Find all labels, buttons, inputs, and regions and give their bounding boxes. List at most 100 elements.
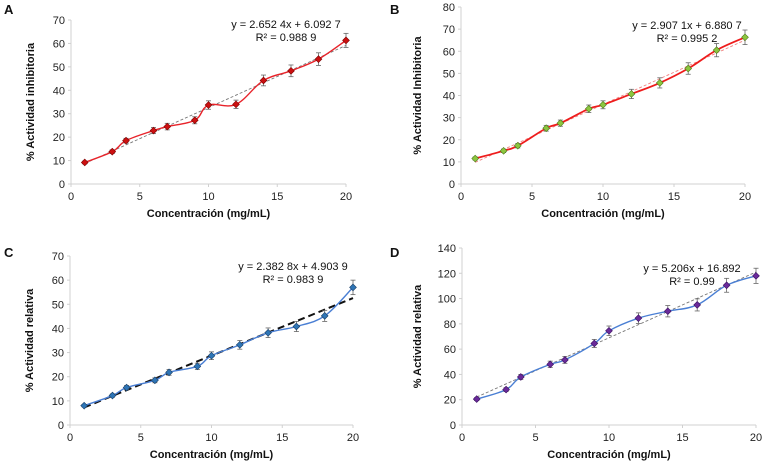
y-tick-label: 50 (52, 299, 64, 311)
x-tick-label: 5 (138, 432, 144, 444)
y-tick-label: 80 (444, 319, 456, 331)
x-tick-label: 5 (529, 191, 535, 203)
data-point (627, 90, 636, 98)
y-axis-label: % Actividad relativa (24, 288, 36, 392)
x-tick-label: 0 (458, 191, 464, 203)
data-point (590, 339, 599, 348)
y-tick-label: 40 (444, 369, 456, 381)
chart-panel-b: B 0 10 20 30 40 50 60 70 80 0 5 10 15 20 Concentración … (390, 2, 751, 220)
x-tick-label: 15 (676, 432, 688, 444)
data-point (122, 136, 130, 145)
data-point (80, 401, 88, 410)
x-tick-label: 5 (137, 191, 143, 203)
y-tick-label: 0 (449, 179, 455, 191)
data-point (516, 373, 525, 381)
r-squared-label: R² = 0.983 9 (263, 274, 324, 286)
series-line (84, 39, 347, 164)
data-point (342, 36, 350, 45)
x-tick-label: 15 (668, 191, 680, 203)
x-tick-label: 15 (271, 191, 283, 203)
x-tick-label: 20 (347, 432, 359, 444)
trendline-equation: y = 5.206x + 16.892 (643, 263, 740, 275)
data-point (204, 101, 213, 109)
data-point (108, 147, 117, 156)
y-tick-label: 140 (438, 243, 456, 255)
data-point (584, 104, 593, 113)
data-point (349, 283, 357, 292)
x-tick-label: 0 (459, 432, 465, 444)
x-tick-label: 0 (68, 191, 74, 203)
x-tick-label: 20 (739, 191, 751, 203)
x-axis-label: Concentración (mg/mL) (150, 449, 274, 461)
trendline-equation: y = 2.907 1x + 6.880 7 (632, 20, 741, 32)
x-tick-label: 10 (597, 191, 609, 203)
y-tick-label: 20 (53, 132, 65, 144)
data-point (108, 391, 117, 400)
y-tick-label: 20 (52, 372, 64, 384)
data-point (663, 307, 672, 316)
data-point (471, 154, 480, 163)
y-tick-label: 120 (438, 268, 456, 280)
data-point (561, 356, 569, 364)
data-point (235, 341, 244, 349)
data-point (151, 376, 159, 385)
panel-letter-c: C (4, 245, 14, 260)
y-tick-label: 100 (438, 294, 456, 306)
series-line (476, 275, 757, 400)
data-point (193, 362, 202, 371)
data-point (207, 351, 216, 360)
panel-letter-a: A (4, 2, 14, 17)
data-point (314, 55, 323, 63)
x-axis-label: Concentración (mg/mL) (147, 208, 271, 220)
chart-panel-d: D 0 20 40 60 80 100 120 140 0 5 10 15 20 Concentración… (390, 243, 762, 461)
y-tick-label: 10 (52, 396, 64, 408)
x-tick-label: 0 (67, 432, 73, 444)
y-tick-label: 60 (443, 46, 455, 58)
data-point (542, 124, 551, 133)
y-tick-label: 70 (52, 251, 64, 263)
data-point (472, 395, 481, 403)
chart-panel-c: C 0 10 20 30 40 50 60 70 0 5 10 15 20 Concentración (m… (4, 245, 359, 461)
data-point (513, 141, 522, 150)
data-point (655, 79, 664, 87)
y-tick-label: 40 (52, 323, 64, 335)
data-point (264, 328, 272, 337)
y-tick-label: 60 (52, 275, 64, 287)
data-point (556, 119, 565, 127)
y-tick-label: 30 (52, 348, 64, 360)
x-axis-label: Concentración (mg/mL) (547, 449, 671, 461)
x-axis-label: Concentración (mg/mL) (541, 208, 665, 220)
data-point (693, 301, 702, 309)
y-tick-label: 80 (443, 2, 455, 14)
x-tick-label: 20 (340, 191, 352, 203)
trendline (84, 45, 347, 164)
r-squared-label: R² = 0.995 2 (657, 33, 718, 45)
y-tick-label: 70 (443, 24, 455, 36)
y-tick-label: 40 (443, 91, 455, 103)
trendline-equation: y = 2.652 4x + 6.092 7 (231, 19, 340, 31)
y-tick-label: 50 (443, 68, 455, 80)
data-point (190, 116, 199, 125)
series-line (474, 36, 746, 160)
data-point (546, 360, 555, 369)
r-squared-label: R² = 0.99 (669, 276, 715, 288)
x-tick-label: 10 (202, 191, 214, 203)
y-tick-label: 40 (53, 85, 65, 97)
x-tick-label: 20 (750, 432, 762, 444)
data-point (684, 64, 693, 73)
panel-letter-d: D (390, 245, 399, 260)
data-point (320, 312, 329, 320)
data-point (163, 122, 172, 131)
data-point (752, 271, 760, 280)
data-point (712, 46, 721, 54)
data-point (499, 146, 508, 155)
y-tick-label: 30 (443, 113, 455, 125)
data-point (149, 126, 158, 135)
x-tick-label: 5 (532, 432, 538, 444)
y-tick-label: 50 (53, 62, 65, 74)
y-tick-label: 20 (443, 135, 455, 147)
y-tick-label: 10 (53, 156, 65, 168)
r-squared-label: R² = 0.988 9 (256, 32, 317, 44)
y-tick-label: 60 (53, 38, 65, 50)
x-tick-label: 10 (205, 432, 217, 444)
